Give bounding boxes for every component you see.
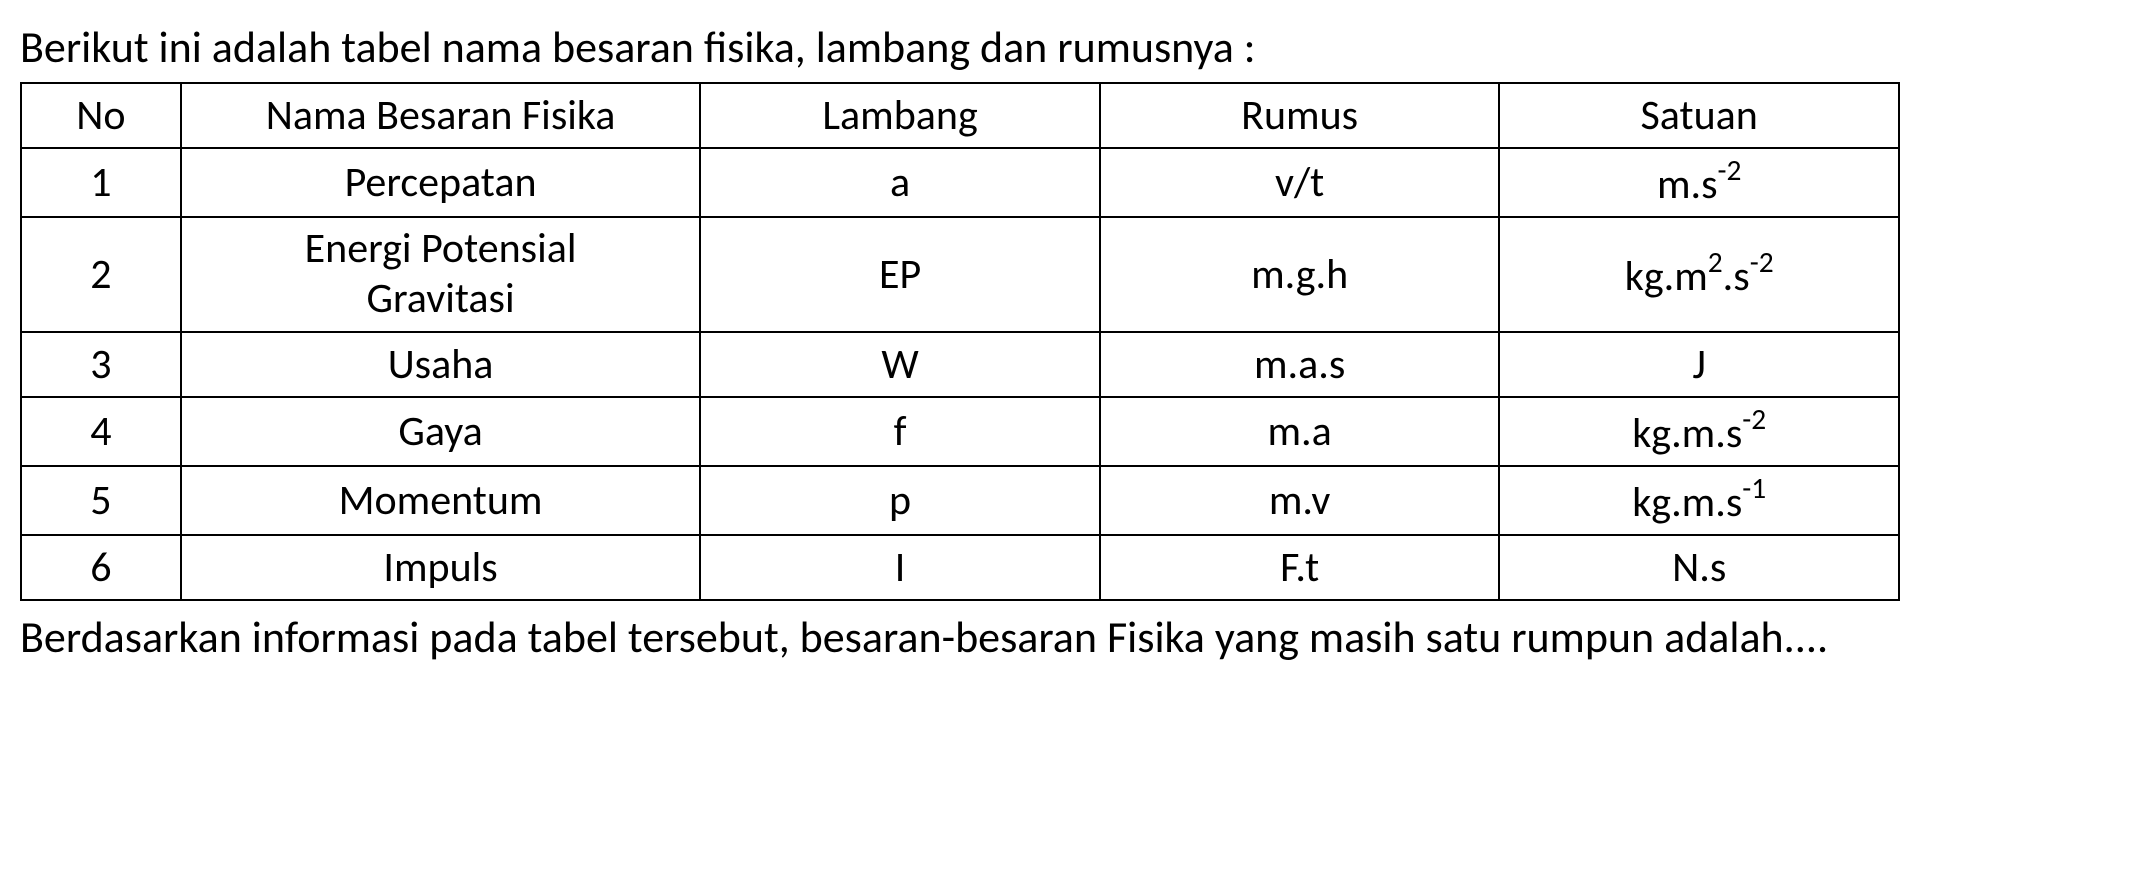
cell-nama: Gaya — [181, 397, 700, 466]
physics-table: No Nama Besaran Fisika Lambang Rumus Sat… — [20, 82, 1900, 601]
cell-no: 3 — [21, 332, 181, 397]
header-rumus: Rumus — [1100, 83, 1500, 148]
cell-no: 5 — [21, 466, 181, 535]
cell-lambang: I — [700, 535, 1100, 600]
cell-nama: Energi Potensial Gravitasi — [181, 217, 700, 332]
cell-nama: Usaha — [181, 332, 700, 397]
intro-text: Berikut ini adalah tabel nama besaran fi… — [20, 20, 2110, 74]
header-satuan: Satuan — [1499, 83, 1899, 148]
cell-lambang: p — [700, 466, 1100, 535]
cell-lambang: EP — [700, 217, 1100, 332]
table-row: 5 Momentum p m.v kg.m.s-1 — [21, 466, 1899, 535]
cell-satuan: kg.m.s-1 — [1499, 466, 1899, 535]
cell-nama: Momentum — [181, 466, 700, 535]
cell-satuan: m.s-2 — [1499, 148, 1899, 217]
cell-nama-line1: Energi Potensial — [192, 224, 689, 274]
cell-rumus: m.a.s — [1100, 332, 1500, 397]
table-header-row: No Nama Besaran Fisika Lambang Rumus Sat… — [21, 83, 1899, 148]
outro-text: Berdasarkan informasi pada tabel tersebu… — [20, 609, 2110, 666]
cell-no: 1 — [21, 148, 181, 217]
header-lambang: Lambang — [700, 83, 1100, 148]
cell-nama-line2: Gravitasi — [192, 274, 689, 324]
cell-satuan: N.s — [1499, 535, 1899, 600]
cell-no: 4 — [21, 397, 181, 466]
header-no: No — [21, 83, 181, 148]
cell-rumus: m.v — [1100, 466, 1500, 535]
cell-no: 2 — [21, 217, 181, 332]
cell-satuan: kg.m.s-2 — [1499, 397, 1899, 466]
cell-rumus: v/t — [1100, 148, 1500, 217]
cell-no: 6 — [21, 535, 181, 600]
table-row: 2 Energi Potensial Gravitasi EP m.g.h kg… — [21, 217, 1899, 332]
cell-satuan: kg.m2.s-2 — [1499, 217, 1899, 332]
cell-lambang: a — [700, 148, 1100, 217]
header-nama: Nama Besaran Fisika — [181, 83, 700, 148]
cell-rumus: F.t — [1100, 535, 1500, 600]
cell-rumus: m.g.h — [1100, 217, 1500, 332]
table-row: 4 Gaya f m.a kg.m.s-2 — [21, 397, 1899, 466]
cell-nama: Impuls — [181, 535, 700, 600]
cell-nama: Percepatan — [181, 148, 700, 217]
cell-lambang: W — [700, 332, 1100, 397]
table-row: 1 Percepatan a v/t m.s-2 — [21, 148, 1899, 217]
cell-rumus: m.a — [1100, 397, 1500, 466]
cell-lambang: f — [700, 397, 1100, 466]
table-row: 6 Impuls I F.t N.s — [21, 535, 1899, 600]
table-row: 3 Usaha W m.a.s J — [21, 332, 1899, 397]
cell-satuan: J — [1499, 332, 1899, 397]
